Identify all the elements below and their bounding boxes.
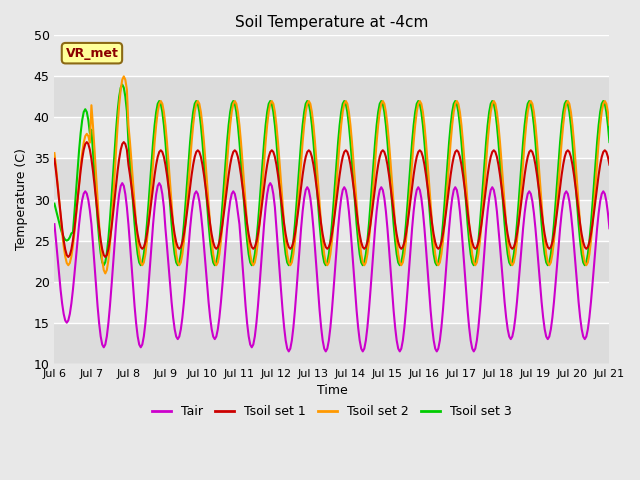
X-axis label: Time: Time xyxy=(317,384,348,397)
Legend: Tair, Tsoil set 1, Tsoil set 2, Tsoil set 3: Tair, Tsoil set 1, Tsoil set 2, Tsoil se… xyxy=(147,400,517,423)
Bar xyxy=(54,76,609,118)
Bar xyxy=(54,200,609,240)
Bar xyxy=(54,323,609,364)
Text: VR_met: VR_met xyxy=(65,47,118,60)
Bar xyxy=(54,240,609,282)
Y-axis label: Temperature (C): Temperature (C) xyxy=(15,149,28,251)
Bar xyxy=(54,158,609,200)
Bar xyxy=(54,282,609,323)
Bar xyxy=(54,118,609,158)
Title: Soil Temperature at -4cm: Soil Temperature at -4cm xyxy=(236,15,429,30)
Bar xyxy=(54,36,609,76)
